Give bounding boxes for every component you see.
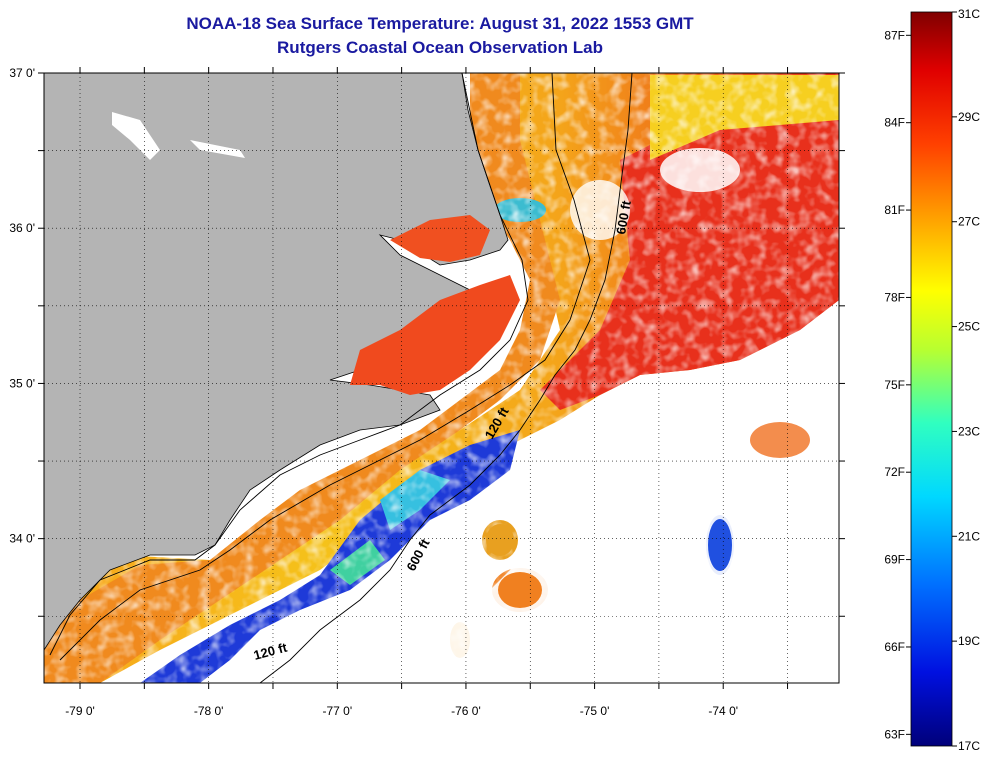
latitude-labels: 37 0' 36 0' 35 0' 34 0' (9, 66, 35, 546)
map-subtitle: Rutgers Coastal Ocean Observation Lab (277, 38, 603, 57)
colorbar-f-label: 84F (884, 116, 905, 130)
bathymetry-contours (59, 73, 633, 683)
colorbar-c-label: 19C (958, 634, 980, 648)
graticule (38, 67, 845, 689)
contour-label-600-north: 600 ft (613, 199, 634, 236)
albemarle-sound (390, 215, 490, 262)
map-area (44, 73, 839, 683)
inland-lake-1 (112, 112, 160, 160)
colorbar-f-label: 87F (884, 28, 905, 42)
colorbar-c-label: 25C (958, 320, 980, 334)
lon-tick-label: -74 0' (708, 704, 738, 718)
land-mass (44, 73, 509, 651)
lat-tick-label: 36 0' (9, 221, 35, 235)
coastline (49, 73, 529, 656)
colorbar-fahrenheit-labels: 87F 84F 81F 78F 75F 72F 69F 66F 63F (884, 28, 911, 741)
warm-patch-top-2 (498, 572, 542, 608)
inland-lake-2 (190, 140, 245, 158)
cloud-north-2 (570, 180, 630, 240)
colorbar-f-label: 72F (884, 465, 905, 479)
colorbar-f-label: 69F (884, 553, 905, 567)
colorbar-c-label: 23C (958, 424, 980, 438)
warm-patch-top (486, 524, 514, 556)
contour-600ft (259, 73, 633, 683)
colorbar-f-label: 81F (884, 203, 905, 217)
lat-tick-label: 35 0' (9, 376, 35, 390)
map-frame (43, 72, 840, 684)
lon-tick-label: -75 0' (580, 704, 610, 718)
longitude-labels: -79 0' -78 0' -77 0' -76 0' -75 0' -74 0' (65, 704, 738, 718)
colorbar-celsius-labels: 31C 29C 27C 25C 23C 21C 19C 17C (952, 7, 980, 753)
colorbar-c-label: 17C (958, 739, 980, 753)
pamlico-sound (350, 275, 520, 395)
lat-tick-label: 37 0' (9, 66, 35, 80)
colorbar-f-label: 78F (884, 290, 905, 304)
contour-120ft (59, 73, 591, 661)
colorbar-c-label: 29C (958, 110, 980, 124)
colorbar-f-label: 63F (884, 727, 905, 741)
cloud-southeast (300, 360, 839, 683)
cloud-north-1 (660, 148, 740, 192)
colorbar-f-label: 75F (884, 378, 905, 392)
map-title: NOAA-18 Sea Surface Temperature: August … (186, 14, 694, 33)
lon-tick-label: -77 0' (322, 704, 352, 718)
lat-tick-label: 34 0' (9, 532, 35, 546)
colorbar-c-label: 21C (958, 529, 980, 543)
lon-tick-label: -78 0' (194, 704, 224, 718)
colorbar-c-label: 31C (958, 7, 980, 21)
warm-patch-east (750, 422, 810, 458)
colorbar-f-label: 66F (884, 640, 905, 654)
lon-tick-label: -76 0' (451, 704, 481, 718)
colorbar-c-label: 27C (958, 215, 980, 229)
cold-patch-east-top (708, 519, 732, 571)
lon-tick-label: -79 0' (65, 704, 95, 718)
colorbar-scale (910, 11, 953, 747)
